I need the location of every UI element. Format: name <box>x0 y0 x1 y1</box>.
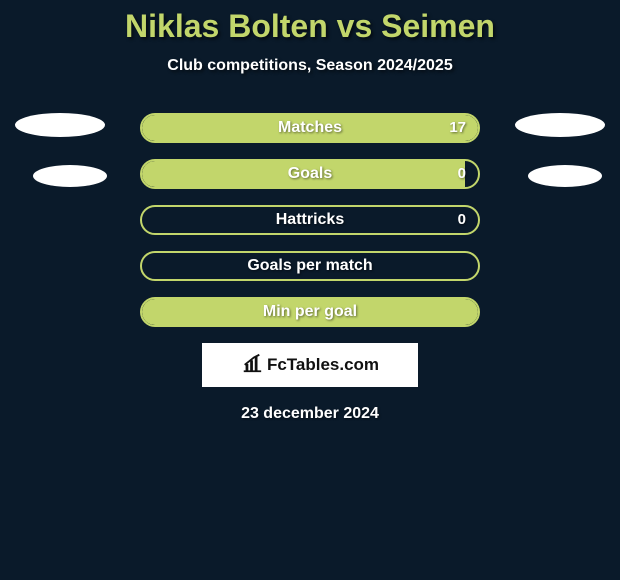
decor-ellipse <box>33 165 107 187</box>
date-text: 23 december 2024 <box>0 405 620 423</box>
bars-container: Matches17Goals0Hattricks0Goals per match… <box>140 113 480 327</box>
stat-bar-value: 17 <box>449 115 466 141</box>
stat-bar-value: 0 <box>458 207 466 233</box>
brand-box: FcTables.com <box>202 343 418 387</box>
stat-bar: Matches17 <box>140 113 480 143</box>
stat-bar: Goals per match <box>140 251 480 281</box>
stat-bar-label: Goals <box>142 161 478 187</box>
bar-chart-icon <box>241 352 263 379</box>
stat-bar-label: Min per goal <box>142 299 478 325</box>
decor-ellipse <box>15 113 105 137</box>
stat-bar-value: 0 <box>458 161 466 187</box>
stat-bar: Goals0 <box>140 159 480 189</box>
brand-text: FcTables.com <box>267 355 379 375</box>
stat-bar-label: Hattricks <box>142 207 478 233</box>
decor-ellipse <box>528 165 602 187</box>
stat-bar-label: Matches <box>142 115 478 141</box>
page-subtitle: Club competitions, Season 2024/2025 <box>0 57 620 75</box>
stat-bar-label: Goals per match <box>142 253 478 279</box>
stat-bar: Min per goal <box>140 297 480 327</box>
page-title: Niklas Bolten vs Seimen <box>0 0 620 45</box>
chart-area: Matches17Goals0Hattricks0Goals per match… <box>0 113 620 327</box>
decor-ellipse <box>515 113 605 137</box>
stat-bar: Hattricks0 <box>140 205 480 235</box>
